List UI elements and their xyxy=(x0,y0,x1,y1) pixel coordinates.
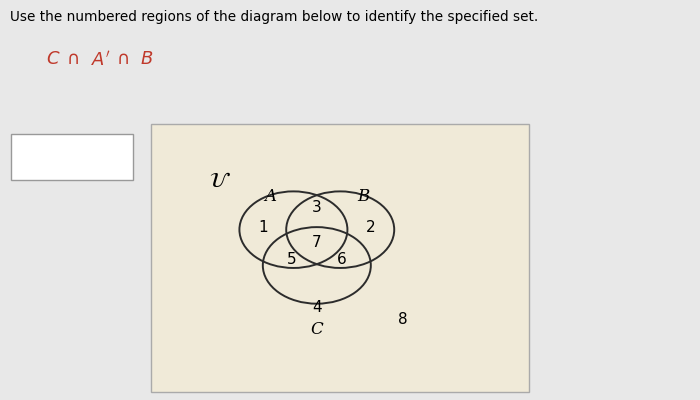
Text: 5: 5 xyxy=(287,252,296,266)
Text: Use the numbered regions of the diagram below to identify the specified set.: Use the numbered regions of the diagram … xyxy=(10,10,538,24)
Text: 2: 2 xyxy=(366,220,376,235)
Text: 1: 1 xyxy=(258,220,267,235)
Bar xyxy=(150,124,528,392)
Text: $A'$: $A'$ xyxy=(91,50,111,69)
Text: $\mathcal{U}$: $\mathcal{U}$ xyxy=(209,171,230,191)
Bar xyxy=(10,134,133,180)
Text: $\cap$: $\cap$ xyxy=(116,50,128,68)
Text: 4: 4 xyxy=(312,300,321,315)
Text: B: B xyxy=(358,188,370,205)
Text: $C$: $C$ xyxy=(46,50,60,68)
Text: 7: 7 xyxy=(312,235,321,250)
Text: $\cap$: $\cap$ xyxy=(66,50,79,68)
Text: C: C xyxy=(310,321,323,338)
Text: A: A xyxy=(264,188,276,205)
Text: 3: 3 xyxy=(312,200,322,216)
Text: 6: 6 xyxy=(337,252,347,266)
Text: $B$: $B$ xyxy=(140,50,153,68)
Text: 8: 8 xyxy=(398,312,408,326)
